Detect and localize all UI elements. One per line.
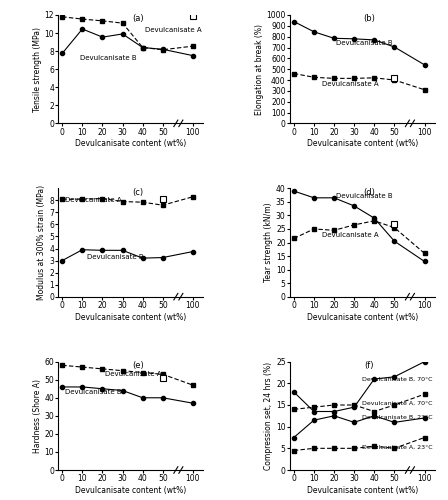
Text: Devulcanisate B: Devulcanisate B bbox=[87, 254, 144, 260]
X-axis label: Devulcanisate content (wt%): Devulcanisate content (wt%) bbox=[306, 312, 418, 322]
Text: Devulcanisate A, 23°C: Devulcanisate A, 23°C bbox=[362, 444, 433, 450]
X-axis label: Devulcanisate content (wt%): Devulcanisate content (wt%) bbox=[306, 486, 418, 495]
Text: Devulcanisate B, 23°C: Devulcanisate B, 23°C bbox=[362, 415, 433, 420]
Text: Devulcanisate B, 70°C: Devulcanisate B, 70°C bbox=[362, 377, 433, 382]
Text: Devulcanisate B: Devulcanisate B bbox=[336, 193, 393, 199]
Text: Devulcanisate A: Devulcanisate A bbox=[145, 28, 202, 34]
Text: (a): (a) bbox=[132, 14, 144, 24]
Y-axis label: Compression set, 24 hrs (%): Compression set, 24 hrs (%) bbox=[264, 362, 273, 470]
Y-axis label: Hardness (Shore A): Hardness (Shore A) bbox=[33, 379, 42, 453]
Text: Devulcanisate A, 70°C: Devulcanisate A, 70°C bbox=[362, 401, 433, 406]
Text: Devulcanisate A: Devulcanisate A bbox=[65, 198, 122, 203]
X-axis label: Devulcanisate content (wt%): Devulcanisate content (wt%) bbox=[75, 312, 186, 322]
Text: Devulcanisate A: Devulcanisate A bbox=[322, 82, 378, 87]
X-axis label: Devulcanisate content (wt%): Devulcanisate content (wt%) bbox=[75, 486, 186, 495]
Text: (e): (e) bbox=[132, 361, 144, 370]
Text: Devulcanisate A: Devulcanisate A bbox=[104, 370, 161, 377]
Text: Devulcanisate B: Devulcanisate B bbox=[336, 40, 393, 46]
X-axis label: Devulcanisate content (wt%): Devulcanisate content (wt%) bbox=[75, 140, 186, 148]
Text: Devulcanisate B: Devulcanisate B bbox=[80, 56, 137, 62]
Text: (f): (f) bbox=[365, 361, 374, 370]
X-axis label: Devulcanisate content (wt%): Devulcanisate content (wt%) bbox=[306, 140, 418, 148]
Y-axis label: Tensile strength (MPa): Tensile strength (MPa) bbox=[33, 26, 42, 112]
Text: (b): (b) bbox=[363, 14, 375, 24]
Text: Devulcanisate A: Devulcanisate A bbox=[322, 232, 378, 238]
Text: (d): (d) bbox=[363, 188, 375, 197]
Y-axis label: Tear strength (kN/m): Tear strength (kN/m) bbox=[264, 202, 273, 282]
Y-axis label: Elongation at break (%): Elongation at break (%) bbox=[254, 24, 263, 114]
Text: (c): (c) bbox=[132, 188, 143, 197]
Y-axis label: Modulus at 300% strain (MPa): Modulus at 300% strain (MPa) bbox=[38, 185, 47, 300]
Text: Devulcanisate B: Devulcanisate B bbox=[65, 389, 122, 395]
